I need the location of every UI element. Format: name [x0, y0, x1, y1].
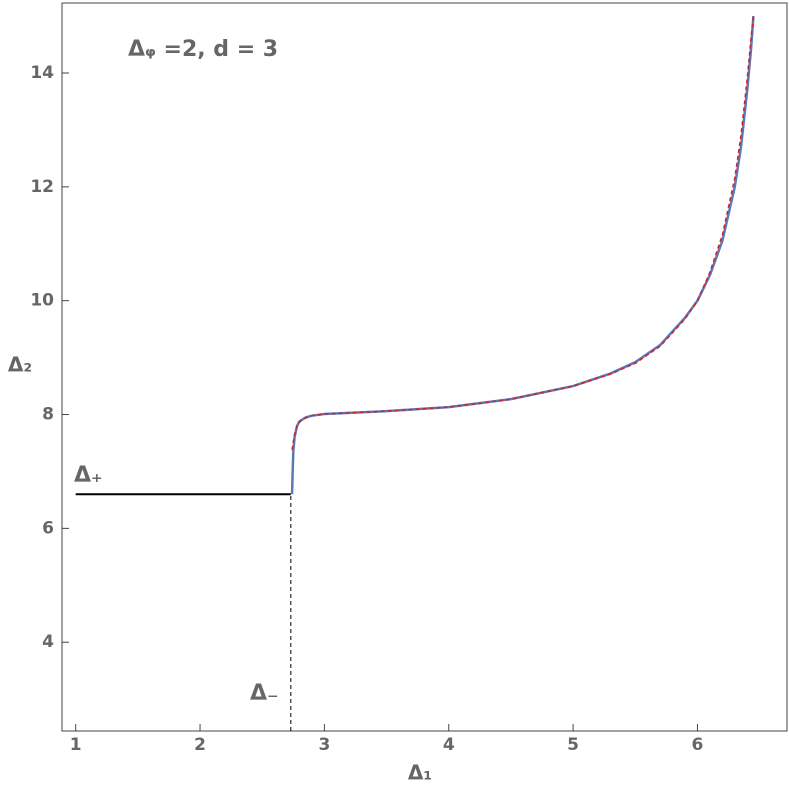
y-tick-label: 12: [30, 177, 54, 197]
plot-area: [75, 15, 755, 731]
y-tick-label: 8: [42, 405, 54, 425]
series-line: [291, 16, 755, 450]
annotation: Δ₋: [250, 681, 279, 706]
x-tick-label: 1: [70, 735, 82, 755]
x-tick-label: 2: [194, 735, 206, 755]
x-axis-label: Δ₁: [408, 761, 432, 785]
plot-frame: [61, 2, 788, 732]
y-axis-label: Δ₂: [8, 353, 32, 377]
y-tick-label: 6: [42, 518, 54, 538]
x-tick-label: 5: [567, 735, 579, 755]
x-tick-label: 6: [692, 735, 704, 755]
y-tick-label: 4: [42, 632, 54, 652]
annotation: Δᵩ =2, d = 3: [128, 37, 278, 62]
y-tick-label: 14: [30, 63, 54, 83]
annotation: Δ₊: [74, 463, 103, 488]
series-line: [290, 15, 755, 495]
y-tick-label: 10: [30, 291, 54, 311]
x-tick-label: 3: [318, 735, 330, 755]
x-tick-label: 4: [443, 735, 455, 755]
